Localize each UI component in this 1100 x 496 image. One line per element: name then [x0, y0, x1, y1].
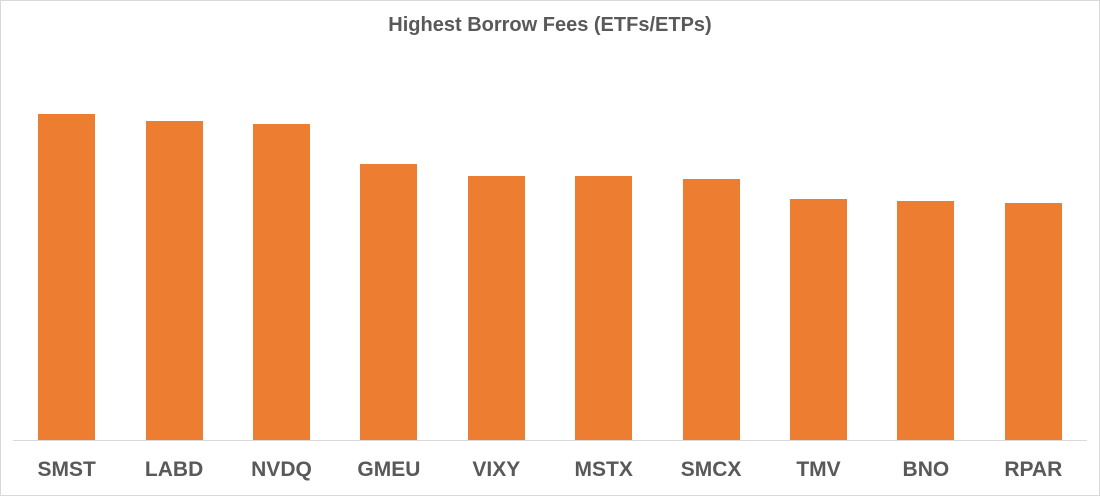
x-label-gmeu: GMEU: [357, 458, 421, 481]
x-axis-line: [13, 440, 1087, 441]
bar-smst: [38, 114, 96, 440]
bar-nvdq: [253, 124, 310, 440]
x-label-vixy: VIXY: [472, 458, 521, 481]
bar-labd: [145, 121, 203, 440]
x-label-smcx: SMCX: [680, 458, 742, 481]
bar-vixy: [467, 176, 525, 440]
bar-tmv: [790, 199, 847, 440]
x-label-nvdq: NVDQ: [251, 458, 312, 481]
plot-area: [13, 60, 1087, 440]
x-axis-labels: SMST LABD NVDQ GMEU VIXY MSTX SMCX TMV BNO RPAR: [13, 458, 1087, 488]
x-label-tmv: TMV: [796, 458, 841, 481]
bar-gmeu: [360, 164, 418, 440]
x-label-rpar: RPAR: [1004, 458, 1063, 481]
x-label-bno: BNO: [902, 458, 950, 481]
chart-title: Highest Borrow Fees (ETFs/ETPs): [388, 14, 712, 36]
bar-bno: [897, 201, 955, 440]
x-label-mstx: MSTX: [574, 458, 633, 481]
x-label-smst: SMST: [37, 458, 96, 481]
bar-mstx: [575, 176, 633, 440]
bar-smcx: [682, 179, 740, 440]
bar-rpar: [1004, 203, 1062, 440]
x-label-labd: LABD: [144, 458, 204, 481]
